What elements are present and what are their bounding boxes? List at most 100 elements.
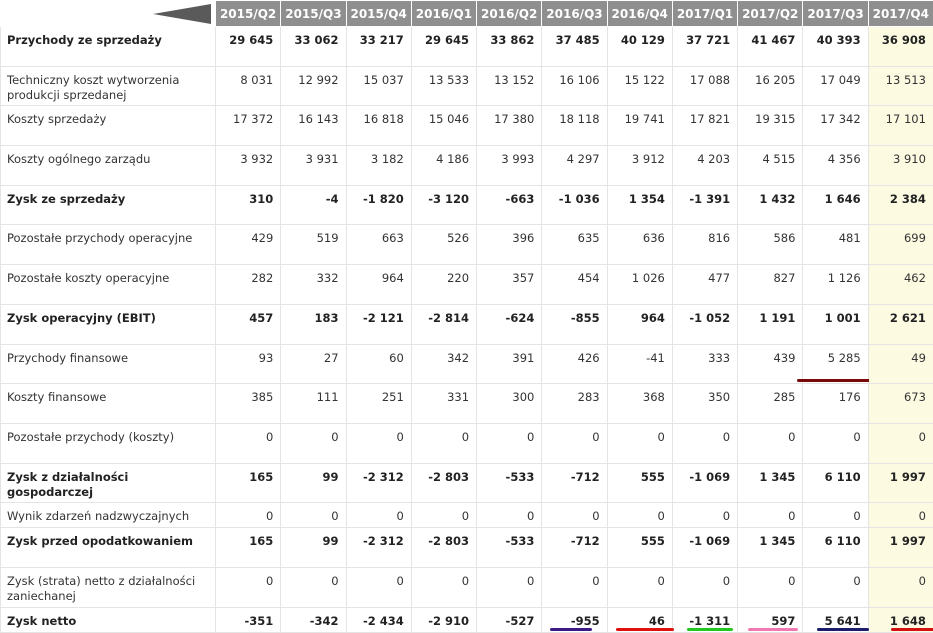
value-cell: -663 bbox=[477, 185, 542, 225]
value-cell: 0 bbox=[411, 567, 476, 607]
value-cell: 3 993 bbox=[477, 146, 542, 186]
value-cell: 19 741 bbox=[607, 106, 672, 146]
value-cell: 17 372 bbox=[216, 106, 281, 146]
value-cell: 251 bbox=[346, 384, 411, 424]
row-label: Zysk operacyjny (EBIT) bbox=[1, 304, 216, 344]
row-label: Zysk (strata) netto z działalności zanie… bbox=[1, 567, 216, 607]
value-cell: 429 bbox=[216, 225, 281, 265]
value-cell: -527 bbox=[477, 607, 542, 632]
value-cell: 17 380 bbox=[477, 106, 542, 146]
value-cell: 3 912 bbox=[607, 146, 672, 186]
value-cell: 0 bbox=[672, 567, 737, 607]
value-cell: 1 997 bbox=[868, 463, 933, 503]
value-cell: 368 bbox=[607, 384, 672, 424]
value-cell: -2 312 bbox=[346, 528, 411, 568]
value-cell: 6 110 bbox=[803, 463, 868, 503]
column-header: 2016/Q2 bbox=[477, 1, 542, 27]
value-cell: 165 bbox=[216, 463, 281, 503]
value-cell: 827 bbox=[738, 265, 803, 305]
value-cell: 29 645 bbox=[411, 27, 476, 67]
highlight-underline bbox=[817, 628, 869, 631]
value-cell: -1 036 bbox=[542, 185, 607, 225]
value-cell: 1 191 bbox=[738, 304, 803, 344]
value-cell: 457 bbox=[216, 304, 281, 344]
value-cell: 0 bbox=[607, 423, 672, 463]
value-cell: -2 814 bbox=[411, 304, 476, 344]
value-cell: 46 bbox=[607, 607, 672, 632]
value-cell: -1 391 bbox=[672, 185, 737, 225]
column-header: 2017/Q2 bbox=[738, 1, 803, 27]
value-cell: 699 bbox=[868, 225, 933, 265]
value-cell: 0 bbox=[607, 567, 672, 607]
value-cell: -2 312 bbox=[346, 463, 411, 503]
value-cell: -955 bbox=[542, 607, 607, 632]
value-cell: 555 bbox=[607, 528, 672, 568]
value-cell: 0 bbox=[477, 567, 542, 607]
value-cell: 40 129 bbox=[607, 27, 672, 67]
value-cell: 17 049 bbox=[803, 66, 868, 106]
value-cell: -533 bbox=[477, 463, 542, 503]
value-cell: 27 bbox=[281, 344, 346, 384]
value-cell: -624 bbox=[477, 304, 542, 344]
value-cell: 60 bbox=[346, 344, 411, 384]
value-cell: 636 bbox=[607, 225, 672, 265]
value-cell: -1 069 bbox=[672, 528, 737, 568]
value-cell: 310 bbox=[216, 185, 281, 225]
column-header: 2016/Q1 bbox=[411, 1, 476, 27]
value-cell: 1 345 bbox=[738, 463, 803, 503]
row-label: Koszty ogólnego zarządu bbox=[1, 146, 216, 186]
value-cell: -3 120 bbox=[411, 185, 476, 225]
value-cell: 439 bbox=[738, 344, 803, 384]
value-cell: 33 862 bbox=[477, 27, 542, 67]
row-label: Techniczny koszt wytworzenia produkcji s… bbox=[1, 66, 216, 106]
value-cell: -2 121 bbox=[346, 304, 411, 344]
value-cell: 15 046 bbox=[411, 106, 476, 146]
value-cell: 1 001 bbox=[803, 304, 868, 344]
value-cell: 0 bbox=[672, 423, 737, 463]
value-cell: 18 118 bbox=[542, 106, 607, 146]
column-header: 2015/Q3 bbox=[281, 1, 346, 27]
value-cell: 454 bbox=[542, 265, 607, 305]
value-cell: 15 122 bbox=[607, 66, 672, 106]
value-cell: 40 393 bbox=[803, 27, 868, 67]
value-cell: 0 bbox=[281, 423, 346, 463]
value-cell: 350 bbox=[672, 384, 737, 424]
value-cell: 282 bbox=[216, 265, 281, 305]
value-cell: -855 bbox=[542, 304, 607, 344]
value-cell: 357 bbox=[477, 265, 542, 305]
value-cell: 6 110 bbox=[803, 528, 868, 568]
row-label: Pozostałe przychody operacyjne bbox=[1, 225, 216, 265]
corner-cell bbox=[1, 1, 216, 27]
value-cell: 0 bbox=[868, 567, 933, 607]
value-cell: 1 126 bbox=[803, 265, 868, 305]
value-cell: 1 648 bbox=[868, 607, 933, 632]
value-cell: 526 bbox=[411, 225, 476, 265]
value-cell: 19 315 bbox=[738, 106, 803, 146]
value-cell: 519 bbox=[281, 225, 346, 265]
value-cell: -2 803 bbox=[411, 463, 476, 503]
value-cell: -712 bbox=[542, 528, 607, 568]
value-cell: 663 bbox=[346, 225, 411, 265]
value-cell: 342 bbox=[411, 344, 476, 384]
value-cell: -4 bbox=[281, 185, 346, 225]
row-label: Wynik zdarzeń nadzwyczajnych bbox=[1, 503, 216, 528]
value-cell: 1 354 bbox=[607, 185, 672, 225]
row-label: Przychody ze sprzedaży bbox=[1, 27, 216, 67]
row-label: Zysk z działalności gospodarczej bbox=[1, 463, 216, 503]
value-cell: 1 432 bbox=[738, 185, 803, 225]
row-label: Pozostałe przychody (koszty) bbox=[1, 423, 216, 463]
row-label: Pozostałe koszty operacyjne bbox=[1, 265, 216, 305]
value-cell: 0 bbox=[216, 423, 281, 463]
value-cell: -712 bbox=[542, 463, 607, 503]
value-cell: 1 345 bbox=[738, 528, 803, 568]
value-cell: -1 069 bbox=[672, 463, 737, 503]
